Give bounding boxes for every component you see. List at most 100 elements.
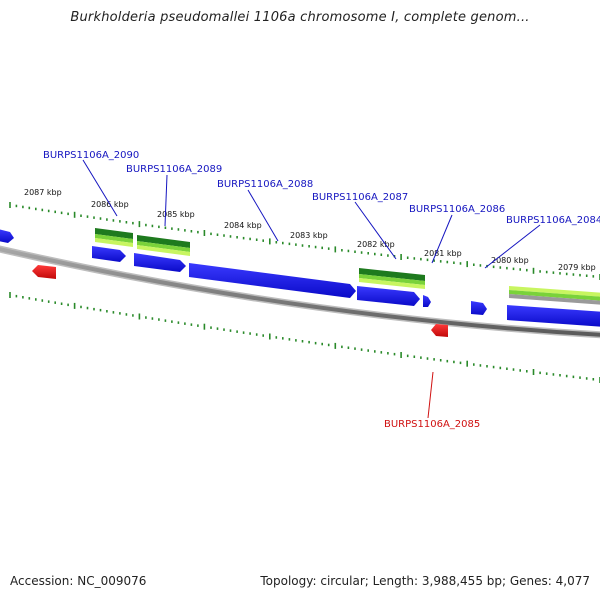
gene-arrow[interactable] — [134, 253, 186, 272]
ruler-minor-tick — [60, 302, 63, 305]
gene-labels-forward: BURPS1106A_2090 BURPS1106A_2089 BURPS110… — [43, 150, 600, 226]
ruler-minor-tick — [453, 261, 455, 264]
gene-label[interactable]: BURPS1106A_2090 — [43, 150, 139, 161]
ruler-minor-tick — [559, 272, 561, 275]
label-leader-reverse — [427, 371, 434, 419]
ruler-minor-tick — [552, 271, 555, 274]
ruler-minor-tick — [80, 305, 82, 309]
ruler-minor-tick — [406, 256, 409, 259]
ruler-minor-tick — [22, 296, 24, 299]
ruler-minor-tick — [184, 322, 186, 325]
ruler-minor-tick — [35, 298, 37, 301]
ruler-minor-tick — [301, 244, 304, 247]
gene-arrow[interactable] — [507, 305, 600, 327]
ruler-minor-tick — [177, 321, 180, 324]
ruler-minor-tick — [459, 262, 462, 265]
ruler-minor-tick — [492, 365, 495, 369]
ruler-minor-tick — [360, 348, 363, 351]
gene-arrow[interactable] — [423, 295, 431, 307]
ruler-minor-tick — [125, 313, 128, 316]
ruler-minor-tick — [119, 312, 121, 315]
reverse-genes — [32, 265, 448, 337]
ruler-minor-tick — [360, 251, 363, 254]
ruler-minor-tick — [197, 324, 199, 327]
ruler-minor-tick — [367, 252, 369, 255]
ruler-minor-tick — [539, 270, 541, 273]
ruler-minor-tick — [67, 212, 69, 216]
gene-label[interactable]: BURPS1106A_2089 — [126, 164, 222, 175]
ruler-minor-tick — [321, 342, 323, 346]
ruler-minor-tick — [99, 217, 102, 220]
ruler-minor-tick — [579, 376, 581, 379]
ruler-minor-tick — [67, 303, 69, 307]
ruler-minor-tick — [308, 340, 310, 344]
ruler-minor-tick — [426, 258, 429, 262]
ruler-minor-tick — [54, 210, 56, 214]
ruler-minor-tick — [327, 247, 330, 250]
ruler-minor-tick — [439, 359, 442, 362]
gene-label[interactable]: BURPS1106A_2087 — [312, 192, 408, 203]
ruler-minor-tick — [473, 363, 475, 366]
ruler-major-tick — [203, 230, 206, 236]
ruler-minor-tick — [288, 242, 291, 246]
ruler-minor-tick — [229, 329, 232, 332]
ruler-minor-tick — [473, 263, 475, 266]
ruler-minor-tick — [28, 297, 31, 300]
gene-arrow[interactable] — [357, 286, 420, 306]
ruler-minor-tick — [93, 307, 95, 311]
ruler-minor-tick — [262, 239, 264, 242]
ruler-minor-tick — [354, 347, 356, 350]
ruler-minor-tick — [35, 207, 37, 211]
ruler-minor-tick — [125, 221, 128, 224]
gene-arrow[interactable] — [32, 265, 56, 279]
ruler-major-tick — [138, 313, 141, 320]
gene-label[interactable]: BURPS1106A_2088 — [217, 179, 313, 190]
ruler-minor-tick — [439, 260, 442, 263]
gene-arrow[interactable] — [189, 263, 356, 298]
ruler-minor-tick — [459, 361, 462, 365]
ruler-minor-tick — [171, 227, 173, 230]
ruler-minor-tick — [314, 341, 317, 345]
ruler-major-tick — [532, 369, 535, 375]
gene-label[interactable]: BURPS1106A_2084 — [506, 215, 600, 226]
ruler-minor-tick — [433, 358, 435, 361]
ruler-minor-tick — [519, 268, 521, 271]
gene-arrow[interactable] — [0, 229, 14, 243]
feature-bar — [359, 268, 425, 289]
ruler-minor-tick — [86, 306, 89, 310]
ruler-minor-tick — [446, 359, 449, 363]
ruler-major-tick — [73, 211, 76, 218]
ruler-minor-tick — [249, 332, 251, 335]
ruler-minor-tick — [86, 215, 89, 218]
ruler-minor-tick — [433, 259, 435, 262]
kbp-label: 2087 kbp — [24, 188, 62, 197]
gene-arrow[interactable] — [431, 324, 448, 337]
gene-label[interactable]: BURPS1106A_2086 — [409, 204, 505, 215]
ruler-minor-tick — [374, 350, 376, 353]
ruler-major-tick — [9, 202, 11, 208]
ruler-minor-tick — [41, 299, 44, 302]
ruler-minor-tick — [158, 318, 160, 321]
feature-bar — [95, 228, 133, 247]
label-leaders — [82, 159, 541, 269]
ruler-minor-tick — [499, 266, 502, 269]
kbp-label: 2085 kbp — [157, 210, 195, 219]
ruler-minor-tick — [171, 320, 173, 323]
gene-label-reverse[interactable]: BURPS1106A_2085 — [384, 419, 480, 430]
gene-arrow[interactable] — [92, 246, 126, 262]
ruler-minor-tick — [22, 205, 24, 209]
ruler-minor-tick — [47, 209, 50, 213]
ruler-minor-tick — [177, 228, 180, 231]
ruler-minor-tick — [526, 370, 528, 373]
ruler-minor-tick — [295, 339, 297, 342]
ruler-minor-tick — [406, 354, 409, 358]
ruler-minor-tick — [592, 378, 595, 381]
ruler-minor-tick — [132, 314, 134, 317]
gene-arrow[interactable] — [471, 301, 487, 315]
ruler-minor-tick — [99, 308, 102, 312]
kbp-label: 2081 kbp — [424, 249, 462, 258]
ruler-minor-tick — [380, 253, 383, 256]
ruler-minor-tick — [47, 300, 50, 303]
ruler-minor-tick — [539, 371, 541, 375]
ruler-minor-tick — [347, 346, 350, 349]
